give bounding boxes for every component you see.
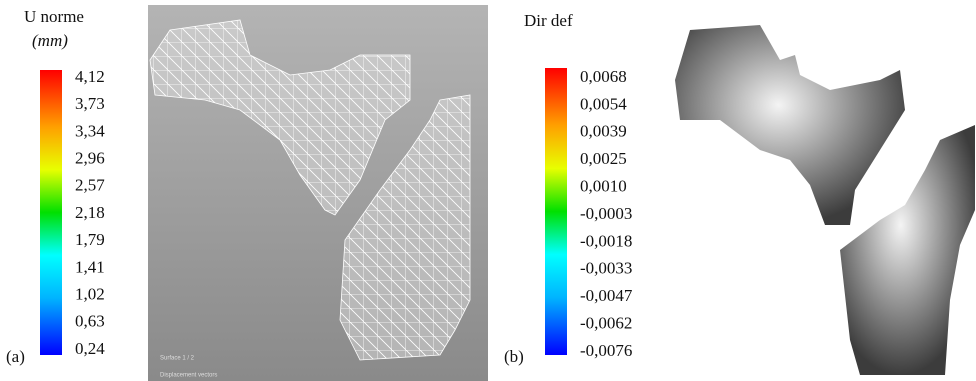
tick-label: 1,79: [75, 230, 105, 249]
tick-label: 0,0039: [580, 122, 627, 141]
tick-label: 0,24: [75, 339, 105, 358]
tick-label: 1,02: [75, 285, 105, 304]
panel-label: (a): [6, 347, 25, 366]
tick-label: 0,0025: [580, 149, 627, 168]
tick-label: -0,0003: [580, 204, 632, 223]
tick-label: 0,63: [75, 312, 105, 331]
image-caption: Displacement vectors: [160, 373, 217, 379]
tick-label: -0,0062: [580, 314, 632, 333]
colorbar-title: U norme: [24, 7, 84, 26]
tick-label: -0,0047: [580, 286, 633, 305]
tick-label: 4,12: [75, 67, 105, 86]
tick-label: 2,96: [75, 149, 105, 168]
tick-label: 0,0068: [580, 67, 627, 86]
colorbar-title: Dir def: [524, 11, 573, 30]
tick-label: 2,18: [75, 203, 105, 222]
colorbar-ticks: 4,12 3,73 3,34 2,96 2,57 2,18 1,79 1,41 1,02 0,63…: [75, 67, 105, 358]
image-caption: Surface 1 / 2: [160, 356, 195, 362]
panel-label: (b): [504, 347, 524, 366]
tick-label: -0,0018: [580, 231, 632, 250]
tick-label: 3,34: [75, 121, 105, 140]
colorbar-unit: (mm): [32, 31, 68, 50]
mesh-lines: [150, 20, 470, 360]
colorbar: [545, 68, 567, 355]
deformation-map: [675, 25, 975, 375]
tick-label: 1,41: [75, 257, 105, 276]
colorbar: [40, 70, 62, 355]
tick-label: -0,0033: [580, 259, 632, 278]
tick-label: 3,73: [75, 94, 105, 113]
tick-label: 0,0054: [580, 94, 627, 113]
tick-label: -0,0076: [580, 341, 632, 360]
tick-label: 2,57: [75, 176, 105, 195]
colorbar-ticks: 0,0068 0,0054 0,0039 0,0025 0,0010 -0,0003 -0,…: [580, 67, 633, 360]
tick-label: 0,0010: [580, 177, 627, 196]
